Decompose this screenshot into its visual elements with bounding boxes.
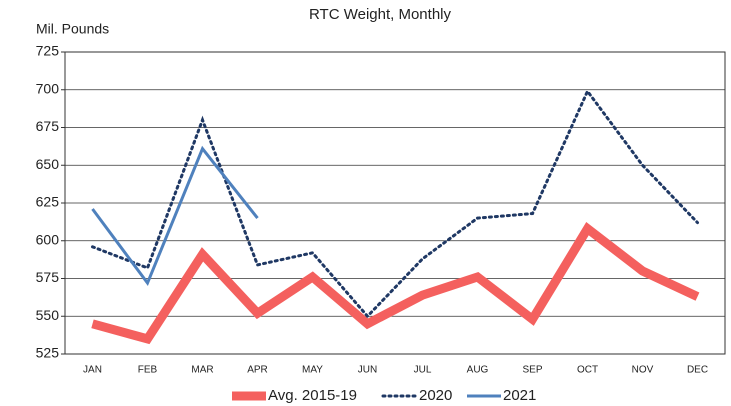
y-tick-label: 575	[36, 269, 60, 285]
x-tick-label: JAN	[83, 365, 102, 376]
x-tick-label: FEB	[138, 365, 158, 376]
x-tick-label: MAY	[302, 365, 323, 376]
x-tick-label: NOV	[632, 365, 654, 376]
legend-label: Avg. 2015-19	[268, 387, 357, 404]
x-tick-label: SEP	[522, 365, 542, 376]
legend-label: 2020	[419, 387, 452, 404]
y-tick-label: 600	[36, 231, 60, 247]
x-tick-label: DEC	[687, 365, 708, 376]
y-tick-label: 650	[36, 156, 60, 172]
series-line	[91, 88, 699, 319]
x-tick-label: AUG	[467, 365, 489, 376]
y-tick-label: 550	[36, 307, 60, 323]
legend-label: 2021	[503, 387, 536, 404]
x-tick-label: JUL	[414, 365, 432, 376]
y-axis-label: Mil. Pounds	[36, 21, 109, 37]
y-tick-label: 675	[36, 118, 60, 134]
y-tick-label: 700	[36, 80, 60, 96]
series-line	[91, 222, 700, 345]
y-tick-label: 625	[36, 194, 60, 210]
x-tick-label: OCT	[577, 365, 598, 376]
x-tick-label: JUN	[358, 365, 377, 376]
x-tick-label: APR	[247, 365, 268, 376]
chart-title: RTC Weight, Monthly	[309, 6, 451, 23]
y-tick-label: 725	[36, 43, 60, 59]
x-tick-label: MAR	[191, 365, 213, 376]
y-tick-label: 525	[36, 345, 60, 361]
series-line	[91, 145, 259, 287]
